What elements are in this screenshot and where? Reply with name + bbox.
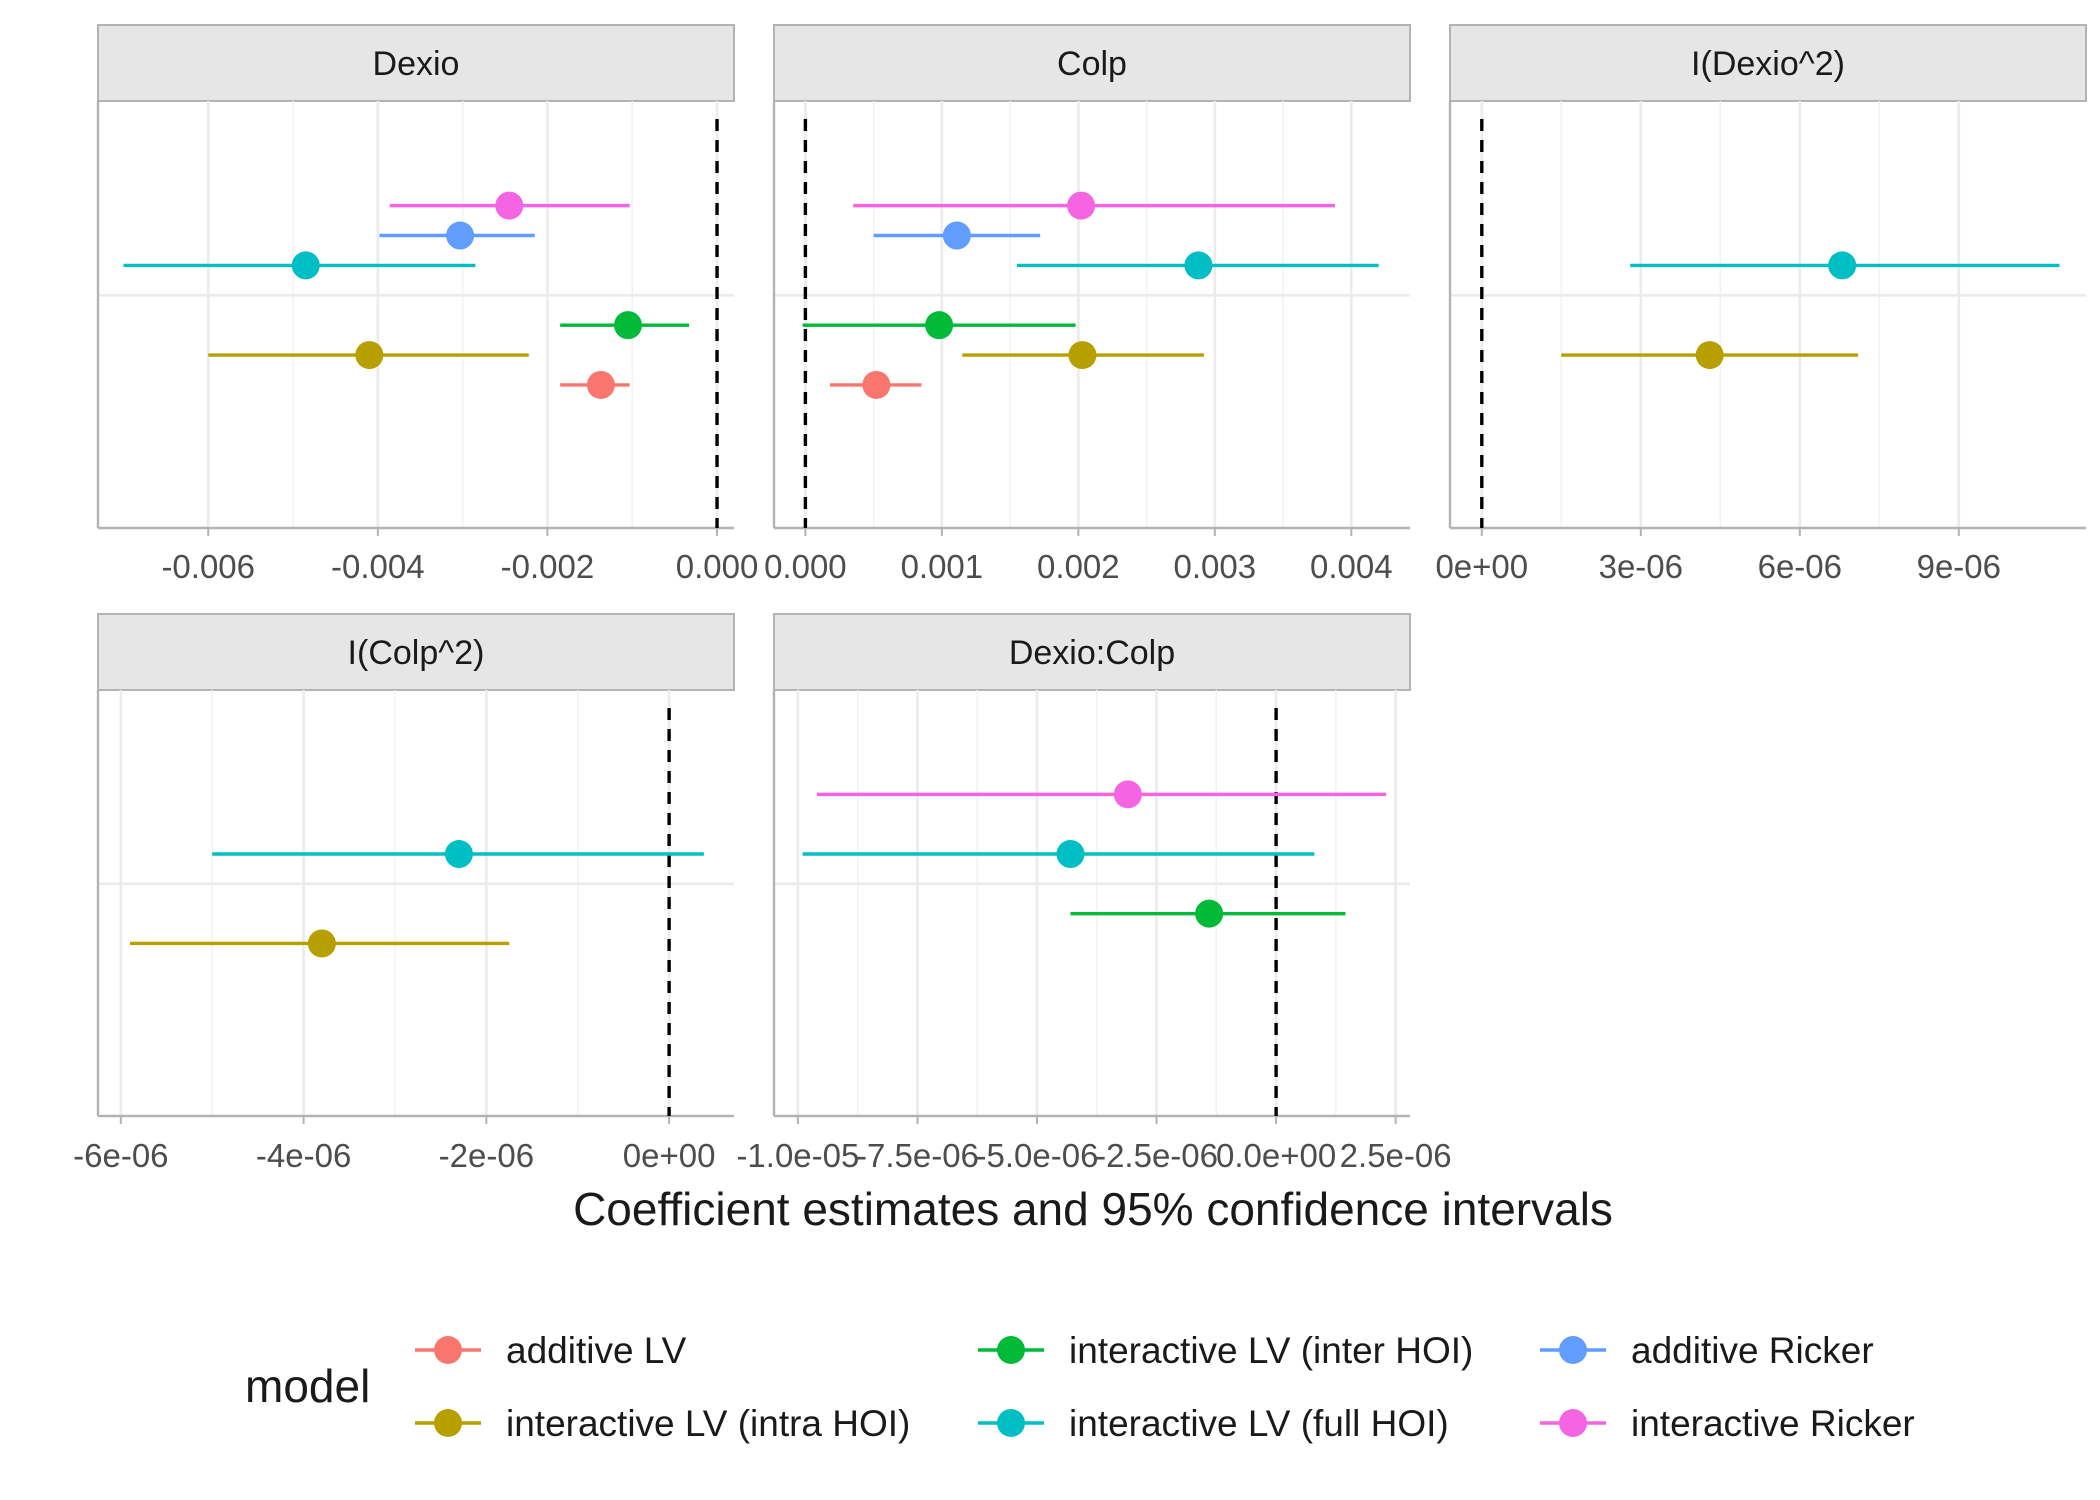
estimate-point bbox=[1195, 899, 1224, 928]
x-tick-label: 0.004 bbox=[1310, 548, 1393, 585]
estimate-point bbox=[1068, 341, 1097, 370]
estimate-point bbox=[495, 191, 524, 220]
estimate-point bbox=[1695, 341, 1724, 370]
legend-label: additive Ricker bbox=[1631, 1330, 1874, 1371]
legend-item: interactive LV (full HOI) bbox=[978, 1403, 1449, 1444]
x-tick-label: -0.006 bbox=[161, 548, 255, 585]
estimate-point bbox=[1184, 251, 1213, 280]
facet-strip bbox=[97, 24, 735, 102]
legend-key-point bbox=[1559, 1409, 1587, 1437]
panel-dexio: Dexio -0.006 -0.004 -0.002 0.000 bbox=[96, 24, 759, 585]
x-tick-label: 3e-06 bbox=[1599, 548, 1683, 585]
legend-key-point bbox=[997, 1409, 1025, 1437]
estimate-point bbox=[614, 311, 642, 340]
facet-title: I(Dexio^2) bbox=[1691, 45, 1845, 83]
estimate-point bbox=[355, 341, 384, 370]
x-axis-title: Coefficient estimates and 95% confidence… bbox=[573, 1183, 1613, 1235]
x-tick-label: 0.000 bbox=[676, 548, 759, 585]
legend-title: model bbox=[245, 1360, 370, 1412]
facet-title: Dexio bbox=[373, 45, 460, 83]
facet-strip bbox=[773, 24, 1411, 102]
legend-item: interactive LV (inter HOI) bbox=[978, 1330, 1473, 1371]
x-tick-label: 0e+00 bbox=[1435, 548, 1528, 585]
x-tick-label: 0e+00 bbox=[623, 1137, 716, 1174]
panel-i-colp-2: I(Colp^2) -6e-06 -4e-06 -2e-06 0e+00 bbox=[73, 613, 735, 1174]
legend-label: interactive Ricker bbox=[1631, 1403, 1915, 1444]
legend-item: interactive Ricker bbox=[1540, 1403, 1915, 1444]
estimate-point bbox=[586, 370, 615, 399]
x-tick-label: 0.001 bbox=[901, 548, 984, 585]
x-tick-label: -2e-06 bbox=[439, 1137, 534, 1174]
facet-title: I(Colp^2) bbox=[348, 634, 485, 672]
legend-key-point bbox=[434, 1336, 462, 1364]
facet-strip bbox=[97, 613, 735, 691]
estimate-point bbox=[291, 251, 320, 280]
facet-strip bbox=[1449, 24, 2087, 102]
x-tick-label: -4e-06 bbox=[256, 1137, 351, 1174]
legend-label: interactive LV (full HOI) bbox=[1069, 1403, 1449, 1444]
x-tick-label: -6e-06 bbox=[73, 1137, 168, 1174]
x-tick-label: 9e-06 bbox=[1917, 548, 2001, 585]
legend-label: additive LV bbox=[506, 1330, 687, 1371]
x-tick-label: -5.0e-06 bbox=[976, 1137, 1099, 1174]
estimate-point bbox=[862, 370, 891, 399]
x-tick-label: 0.002 bbox=[1037, 548, 1120, 585]
panel-i-dexio-2: I(Dexio^2) 0e+00 3e-06 6e-06 9e-06 bbox=[1435, 24, 2087, 585]
estimate-point bbox=[1828, 251, 1857, 280]
legend-label: interactive LV (inter HOI) bbox=[1069, 1330, 1473, 1371]
facet-title: Colp bbox=[1057, 45, 1127, 83]
legend-key-point bbox=[1559, 1336, 1587, 1364]
legend: additive LV interactive LV (intra HOI) int… bbox=[415, 1330, 1915, 1444]
x-tick-label: -0.002 bbox=[501, 548, 595, 585]
estimate-point bbox=[942, 221, 971, 250]
estimate-point bbox=[1067, 191, 1096, 220]
legend-key-point bbox=[997, 1336, 1025, 1364]
estimate-point bbox=[925, 311, 954, 340]
legend-item: additive LV bbox=[415, 1330, 687, 1371]
x-tick-label: -2.5e-06 bbox=[1095, 1137, 1218, 1174]
x-tick-label: 0.000 bbox=[764, 548, 847, 585]
x-tick-label: 6e-06 bbox=[1758, 548, 1842, 585]
x-tick-label: -1.0e-05 bbox=[736, 1137, 859, 1174]
legend-key-point bbox=[434, 1409, 462, 1437]
estimate-point bbox=[307, 929, 336, 958]
legend-item: interactive LV (intra HOI) bbox=[415, 1403, 910, 1444]
legend-label: interactive LV (intra HOI) bbox=[506, 1403, 910, 1444]
facet-title: Dexio:Colp bbox=[1009, 634, 1175, 672]
estimate-point bbox=[444, 840, 473, 869]
panel-dexio-colp: Dexio:Colp -1.0e-05-7.5e-06-5.0e-06-2.5e-… bbox=[736, 613, 1452, 1174]
estimate-point bbox=[1113, 780, 1142, 809]
x-tick-label: -0.004 bbox=[331, 548, 425, 585]
legend-item: additive Ricker bbox=[1540, 1330, 1874, 1371]
x-tick-label: -7.5e-06 bbox=[856, 1137, 979, 1174]
facet-strip bbox=[773, 613, 1411, 691]
estimate-point bbox=[1056, 840, 1085, 869]
x-tick-label: 0.0e+00 bbox=[1216, 1137, 1336, 1174]
panel-colp: Colp 0.000 0.001 0.002 0.003 0.004 bbox=[764, 24, 1411, 585]
x-tick-label: 0.003 bbox=[1174, 548, 1257, 585]
estimate-point bbox=[446, 221, 475, 250]
x-tick-label: 2.5e-06 bbox=[1340, 1137, 1452, 1174]
